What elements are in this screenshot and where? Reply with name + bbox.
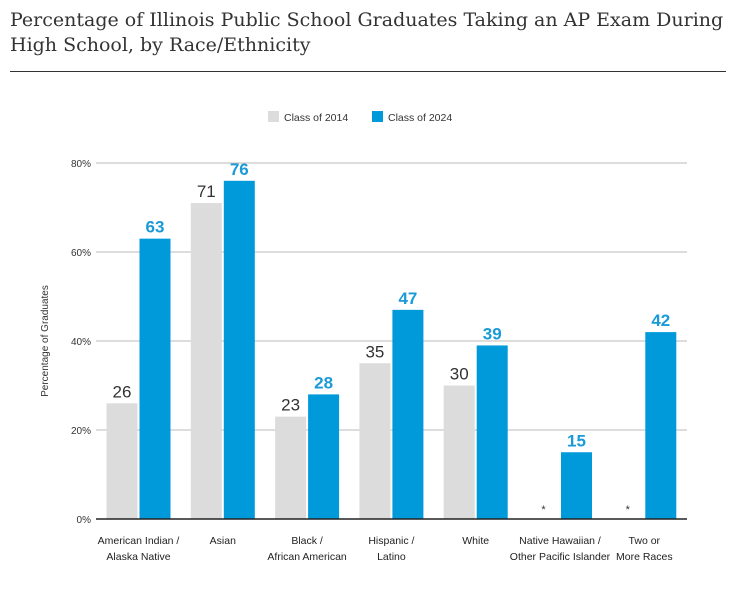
bar — [645, 332, 677, 519]
x-tick-label: Other Pacific Islander — [510, 551, 611, 563]
bar — [275, 416, 307, 519]
x-tick-label: Black / — [291, 535, 323, 547]
bar — [392, 309, 424, 519]
bar — [476, 345, 508, 519]
data-label: 47 — [398, 289, 417, 308]
x-tick-label: American Indian / — [98, 535, 180, 547]
data-label: 26 — [113, 382, 132, 401]
legend-label: Class of 2014 — [284, 112, 348, 124]
bar — [223, 180, 255, 520]
bar — [443, 385, 475, 519]
x-tick-label: African American — [267, 551, 347, 563]
bar — [561, 452, 592, 519]
data-label: 30 — [450, 365, 469, 384]
y-tick-label: 40% — [71, 337, 91, 348]
bar — [190, 203, 222, 520]
legend-swatch — [372, 111, 383, 122]
y-axis-title: Percentage of Graduates — [40, 285, 51, 397]
data-label: 23 — [281, 396, 300, 415]
x-tick-label: Latino — [377, 551, 406, 563]
data-label: 28 — [314, 373, 333, 392]
data-label: 35 — [365, 342, 384, 361]
x-tick-label: White — [462, 535, 489, 547]
x-tick-label: More Races — [616, 551, 673, 563]
x-tick-label: Asian — [210, 535, 236, 547]
bar — [139, 238, 171, 519]
legend-swatch — [268, 111, 279, 122]
title-divider — [10, 71, 726, 72]
data-label: 63 — [146, 218, 165, 237]
data-label: 39 — [483, 324, 502, 343]
legend-label: Class of 2024 — [388, 112, 452, 124]
missing-marker: * — [541, 504, 546, 516]
y-tick-label: 60% — [71, 248, 91, 259]
data-label: 71 — [197, 182, 216, 201]
y-tick-label: 80% — [71, 159, 91, 170]
data-label: 42 — [651, 311, 670, 330]
bar — [359, 363, 391, 519]
chart-title: Percentage of Illinois Public School Gra… — [10, 9, 724, 56]
x-tick-label: Two or — [629, 535, 661, 547]
x-tick-label: Hispanic / — [368, 535, 414, 547]
x-tick-label: Native Hawaiian / — [519, 535, 601, 547]
bar — [308, 394, 340, 519]
y-tick-label: 0% — [77, 515, 92, 526]
x-tick-label: Alaska Native — [106, 551, 170, 563]
data-label: 76 — [230, 160, 249, 179]
y-tick-label: 20% — [71, 426, 91, 437]
missing-marker: * — [626, 504, 631, 516]
bar — [106, 403, 138, 519]
data-label: 15 — [567, 431, 586, 450]
